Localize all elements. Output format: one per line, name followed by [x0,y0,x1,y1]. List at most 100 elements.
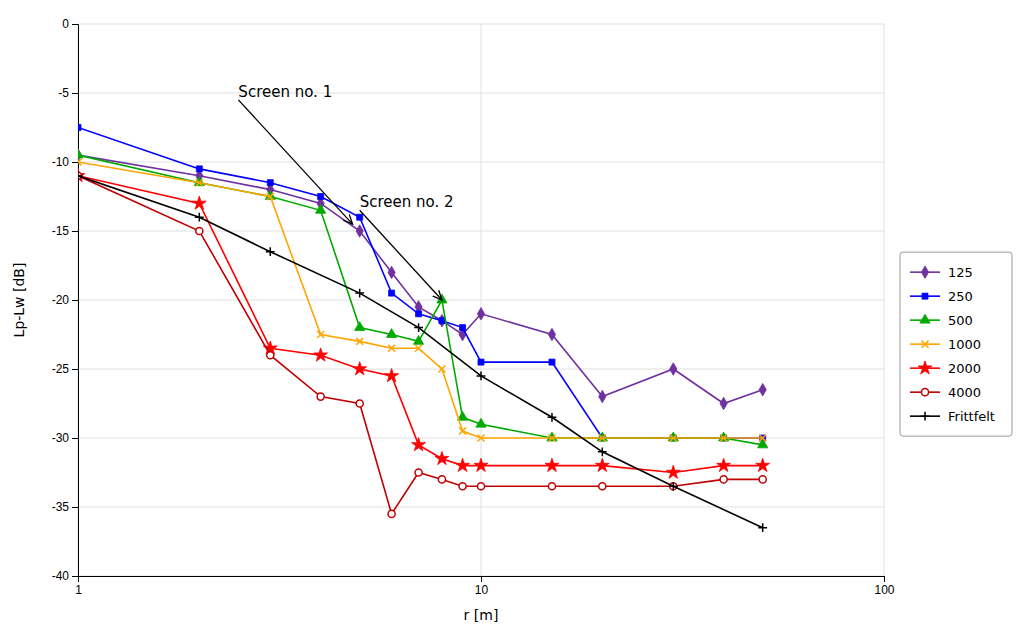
tick: 10 [475,576,489,597]
annotation: Screen no. 1 [238,83,332,101]
tick: -35 [52,500,78,514]
legend-label: Frittfelt [948,409,995,424]
legend-marker [918,361,932,374]
annotation-arrow [238,100,352,224]
tick-mark [72,438,78,439]
point [439,318,445,324]
point [459,483,466,490]
point [548,413,557,422]
point [460,325,466,331]
legend-label: 1000 [948,337,981,352]
tick-mark [884,576,885,582]
point [756,458,770,471]
tick-label: -25 [52,362,70,376]
point [355,289,364,298]
tick-label: -40 [52,569,70,583]
point [266,247,275,256]
point [388,510,395,517]
tick: -25 [52,362,78,376]
point [669,482,678,491]
x-axis-title: r [m] [464,607,499,623]
point [438,365,445,372]
point [548,328,555,340]
tick: -15 [52,224,78,238]
point [353,362,367,375]
tick-mark [72,300,78,301]
point [317,331,324,338]
point [267,180,273,186]
line [78,155,763,403]
point [668,432,678,441]
plot: 1101000-5-10-15-20-25-30-35-40Screen no.… [52,17,895,596]
annotations: Screen no. 1 Screen no. 2 [238,83,453,300]
point [759,434,766,441]
point [758,439,768,448]
series [78,172,766,517]
tick-mark [72,507,78,508]
point [314,348,328,361]
point [356,400,363,407]
tick-label: -5 [58,86,69,100]
point [389,290,395,296]
legend-label: 2000 [948,361,981,376]
point [758,523,767,532]
point [357,214,363,220]
tick-mark [72,369,78,370]
point [720,434,727,441]
tick-label: -10 [52,155,70,169]
axis-line [72,25,79,577]
point [547,432,557,441]
series-group [78,125,770,533]
tick: 1 [75,576,82,597]
point [435,451,449,464]
point [456,458,470,471]
legend-item: 4000 [910,385,981,400]
tick-label: -35 [52,500,70,514]
point [415,345,422,352]
line [78,128,763,439]
point [194,177,204,186]
point [78,171,82,180]
point [78,172,82,179]
point [459,428,466,435]
series [78,125,766,442]
annotation: Screen no. 2 [360,193,454,211]
legend-item: 500 [910,313,973,328]
grid [78,24,884,576]
legend-label: 500 [948,313,973,328]
series [78,158,766,441]
point [78,125,81,131]
legend-item: 2000 [910,361,981,376]
point [416,311,422,317]
point [385,369,399,382]
point [267,193,274,200]
grid-line [481,24,482,576]
point [545,458,559,471]
point [477,483,484,490]
point [595,458,609,471]
legend-label: 4000 [948,385,981,400]
point [474,458,488,471]
point [548,483,555,490]
line [78,176,763,528]
series [78,168,770,478]
legend-label: 250 [948,289,973,304]
tick-label: 1 [75,583,82,597]
tick-mark [72,162,78,163]
point [597,432,607,441]
point [356,338,363,345]
tick-mark [72,231,78,232]
line [78,162,763,438]
point [388,266,395,278]
legend-item: 250 [910,289,973,304]
point [477,308,484,320]
point [355,322,365,331]
tick-label: -30 [52,431,70,445]
point [548,434,555,441]
series [78,149,766,410]
point [759,476,766,483]
point [476,418,486,427]
chart: 1101000-5-10-15-20-25-30-35-40Screen no.… [0,0,1024,636]
tick: 0 [62,17,78,31]
tick-label: -15 [52,224,70,238]
